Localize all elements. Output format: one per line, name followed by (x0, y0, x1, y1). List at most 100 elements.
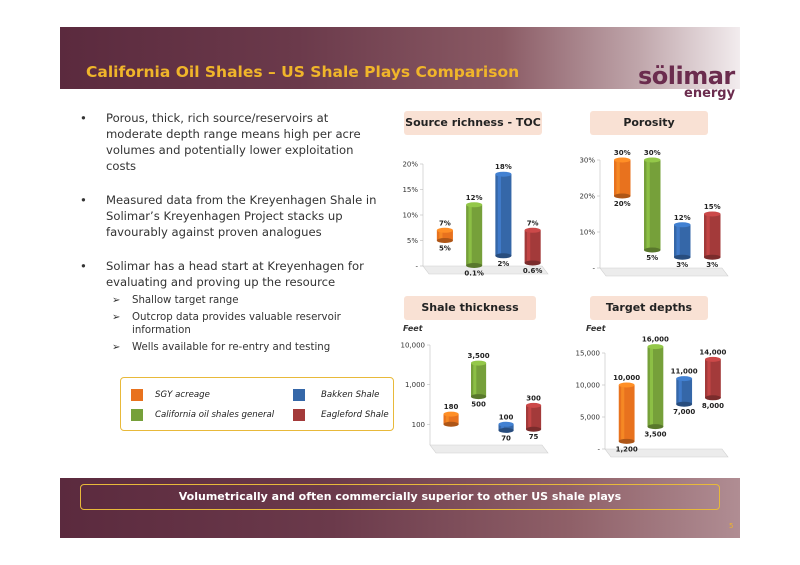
bar-bottom-cap (498, 427, 514, 433)
legend-swatch-bakken (293, 389, 305, 401)
chart-thickness: 100 1,000 10,000 Feet 180 3,500 500 100 70 300 75 (401, 324, 549, 454)
bar-body (704, 214, 721, 258)
bar-top-cap (674, 222, 691, 228)
bar-highlight (646, 160, 650, 250)
data-label-low: 1,200 (616, 445, 638, 453)
bar-bottom-cap (674, 254, 691, 260)
sub-bullet-list: ➢ Shallow target range ➢ Outcrop data prov… (106, 294, 380, 354)
bar-bottom-cap (524, 260, 541, 266)
data-label-high: 7% (439, 219, 451, 227)
bar (498, 421, 514, 433)
tick-label: 15,000 (576, 350, 601, 358)
bullet-text: Measured data from the Kreyenhagen Shale… (106, 193, 377, 239)
bullet-dot-icon: • (80, 259, 87, 273)
bar-top-cap (526, 402, 542, 408)
bar-bottom-cap (676, 401, 693, 407)
sub-bullet-item: ➢ Shallow target range (106, 294, 380, 308)
bar (674, 222, 691, 260)
arrow-icon: ➢ (112, 341, 121, 353)
data-label-low: 70 (501, 434, 511, 442)
bar (618, 382, 635, 444)
arrow-icon: ➢ (112, 295, 121, 306)
data-label-high: 15% (704, 203, 721, 211)
bar-bottom-cap (704, 254, 721, 260)
bar-highlight (706, 214, 710, 258)
sub-bullet-item: ➢ Outcrop data provides valuable reservoi… (106, 311, 380, 338)
bar-body (436, 230, 453, 241)
bar (436, 227, 453, 243)
data-label-low: 5% (439, 245, 451, 253)
data-label-high: 30% (644, 149, 661, 157)
bar-bottom-cap (614, 193, 631, 199)
bar-highlight (527, 230, 531, 263)
legend-swatch-sgy (131, 389, 143, 401)
bar-highlight (621, 385, 625, 442)
bar-highlight (497, 174, 501, 256)
data-label-low: 3% (706, 261, 718, 269)
bar-top-cap (443, 411, 459, 417)
tick-label: 15% (402, 186, 418, 194)
bullet-dot-icon: • (80, 111, 87, 125)
data-label-low: 0.1% (464, 269, 483, 277)
arrow-icon: ➢ (112, 311, 121, 323)
bar (466, 202, 483, 268)
bar-body (526, 405, 542, 430)
data-label-high: 12% (466, 194, 483, 202)
data-label-low: 2% (497, 260, 509, 268)
axis-label: Feet (586, 324, 607, 333)
bullet-dot-icon: • (80, 193, 87, 207)
logo-word-energy: energy (684, 86, 736, 101)
bar-highlight (500, 424, 504, 431)
bar (443, 411, 459, 427)
bar-bottom-cap (436, 238, 453, 243)
bar-top-cap (524, 227, 541, 233)
footer-callout: Volumetrically and often commercially su… (80, 484, 720, 510)
bar-highlight (707, 359, 711, 398)
data-label-high: 14,000 (699, 348, 726, 356)
axis-label: Feet (403, 324, 424, 333)
legend-label-bakken: Bakken Shale (321, 390, 380, 400)
bullet-list: • Porous, thick, rich source/reservoirs … (80, 110, 380, 357)
bar-body (674, 224, 691, 258)
chart-floor (604, 448, 729, 458)
bullet-item: • Porous, thick, rich source/reservoirs … (80, 110, 380, 174)
bar-top-cap (647, 344, 664, 350)
data-label-low: 75 (529, 433, 539, 441)
data-label-high: 180 (444, 403, 459, 411)
bar-top-cap (704, 211, 721, 217)
data-label-low: 3% (676, 261, 688, 269)
bar-highlight (678, 378, 682, 405)
data-label-low: 5% (646, 254, 658, 262)
bar (647, 344, 664, 430)
tick-label: 100 (412, 421, 425, 429)
data-label-high: 30% (614, 149, 631, 157)
data-label-low: 20% (614, 200, 631, 208)
tick-label: - (415, 263, 418, 271)
chart-porosity: - 10% 20% 30% 30% 20% 30% 5% 12% 3% 15% 3% (579, 149, 729, 277)
bar-highlight (468, 204, 472, 266)
page-number: 5 (729, 522, 734, 530)
tick-label: 30% (579, 157, 595, 165)
bar (704, 211, 721, 260)
bar-bottom-cap (471, 394, 487, 400)
chart-depths: - 5,000 10,000 15,000 Feet 10,000 1,200 16,000 3… (576, 324, 729, 458)
tick-label: 10,000 (401, 342, 426, 350)
chart-legend: SGY acreage Bakken Shale California oil … (120, 377, 394, 431)
tick-label: 10% (579, 229, 595, 237)
bullet-text: Solimar has a head start at Kreyenhagen … (106, 259, 364, 289)
bar-top-cap (618, 382, 635, 388)
solimar-logo: sölimar energy (638, 62, 738, 106)
footer-band (60, 478, 740, 538)
data-label-high: 300 (526, 394, 541, 402)
data-label-high: 11,000 (671, 368, 698, 376)
bar-top-cap (471, 360, 487, 366)
legend-label-california: California oil shales general (155, 410, 275, 420)
data-label-high: 3,500 (467, 352, 489, 360)
bar (705, 356, 721, 401)
tick-label: 10,000 (576, 382, 601, 390)
data-label-high: 100 (499, 413, 514, 421)
tick-label: 5% (407, 237, 418, 245)
chart-floor (422, 265, 549, 275)
chart-floor (599, 267, 729, 277)
chart-toc: - 5% 10% 15% 20% 7% 5% 12% 0.1% 18% 2% 7% 0.6% (402, 161, 549, 277)
